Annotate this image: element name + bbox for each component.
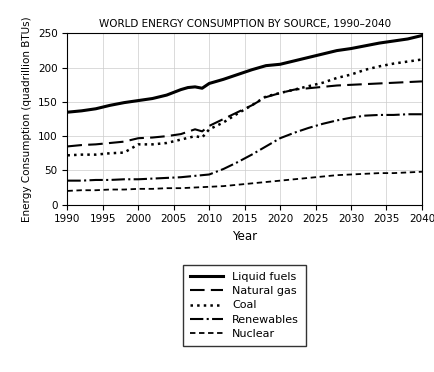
Legend: Liquid fuels, Natural gas, Coal, Renewables, Nuclear: Liquid fuels, Natural gas, Coal, Renewab… xyxy=(183,265,305,346)
Title: WORLD ENERGY CONSUMPTION BY SOURCE, 1990–2040: WORLD ENERGY CONSUMPTION BY SOURCE, 1990… xyxy=(99,19,390,29)
X-axis label: Year: Year xyxy=(232,230,256,243)
Y-axis label: Energy Consumption (quadrillion BTUs): Energy Consumption (quadrillion BTUs) xyxy=(22,16,32,222)
